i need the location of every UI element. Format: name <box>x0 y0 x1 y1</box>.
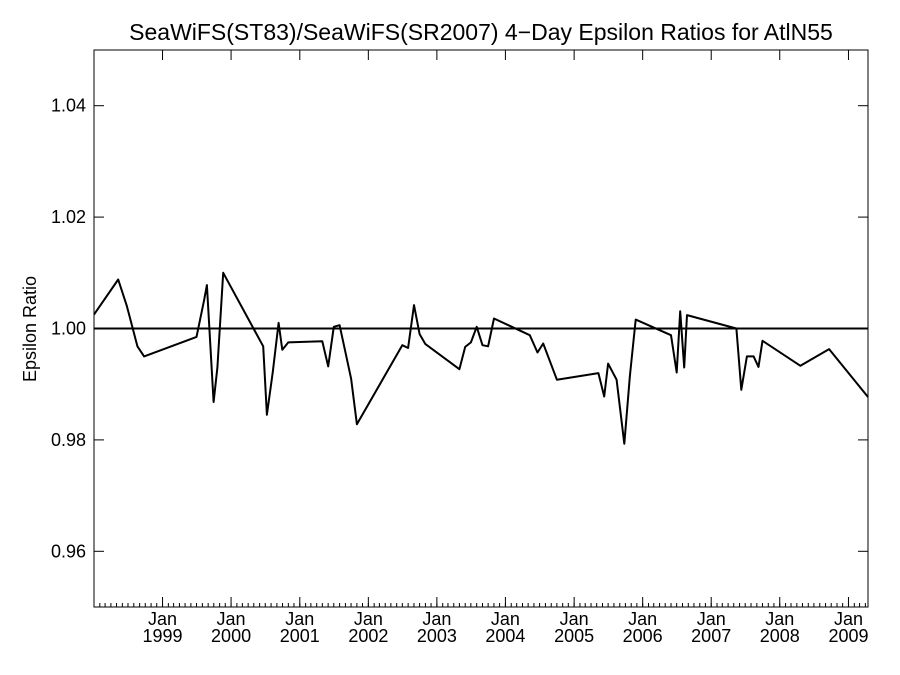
x-tick-label-year: 2008 <box>760 626 800 646</box>
x-tick-label-month: Jan <box>491 609 520 629</box>
x-tick-label-year: 1999 <box>143 626 183 646</box>
x-tick-label-month: Jan <box>560 609 589 629</box>
y-axis-ticks: 0.96 0.98 1.00 1.02 1.04 <box>51 96 868 561</box>
x-tick-label-month: Jan <box>628 609 657 629</box>
x-tick-label-month: Jan <box>354 609 383 629</box>
x-tick-label-month: Jan <box>285 609 314 629</box>
x-tick-label-month: Jan <box>148 609 177 629</box>
x-tick-label-year: 2005 <box>554 626 594 646</box>
x-tick-label-year: 2001 <box>280 626 320 646</box>
y-tick-label: 1.02 <box>51 207 86 227</box>
x-tick-label-year: 2004 <box>485 626 525 646</box>
chart-title: SeaWiFS(ST83)/SeaWiFS(SR2007) 4−Day Epsi… <box>129 19 833 45</box>
x-tick-label-year: 2003 <box>417 626 457 646</box>
x-tick-label-month: Jan <box>697 609 726 629</box>
x-tick-label-year: 2007 <box>691 626 731 646</box>
y-axis-label: Epsilon Ratio <box>20 276 40 382</box>
x-tick-label-year: 2006 <box>623 626 663 646</box>
x-tick-label-year: 2009 <box>828 626 868 646</box>
x-tick-label-year: 2000 <box>211 626 251 646</box>
epsilon-ratio-series-line <box>93 271 869 445</box>
x-tick-label-year: 2002 <box>348 626 388 646</box>
x-tick-label-month: Jan <box>765 609 794 629</box>
x-tick-label-month: Jan <box>217 609 246 629</box>
x-tick-label-month: Jan <box>422 609 451 629</box>
y-tick-label: 1.00 <box>51 319 86 339</box>
x-minor-ticks <box>93 603 866 607</box>
x-tick-label-month: Jan <box>834 609 863 629</box>
y-tick-label: 0.96 <box>51 541 86 561</box>
x-axis-ticks: Jan1999Jan2000Jan2001Jan2002Jan2003Jan20… <box>143 50 868 646</box>
y-tick-label: 1.04 <box>51 96 86 116</box>
y-tick-label: 0.98 <box>51 430 86 450</box>
